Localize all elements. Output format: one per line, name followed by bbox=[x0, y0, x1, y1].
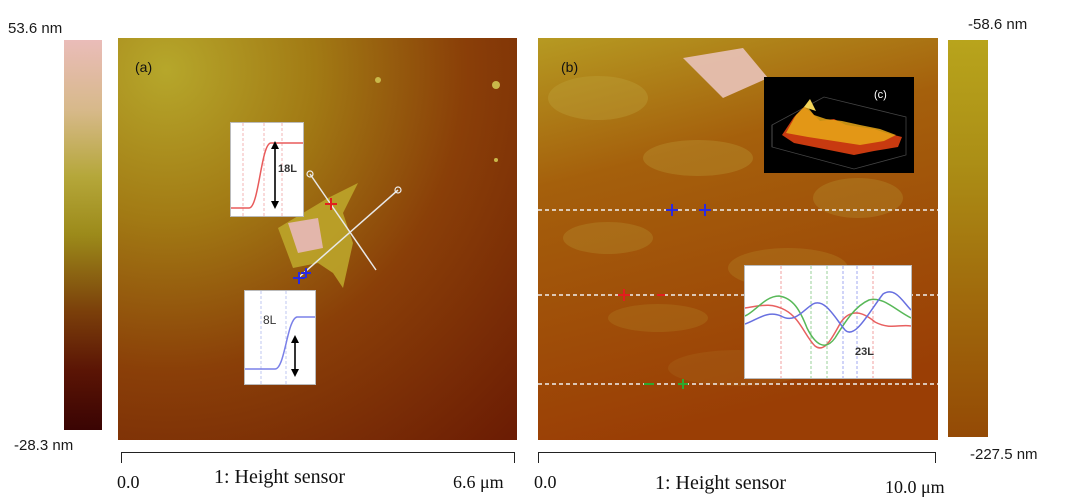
panel-b-profile-inset: 23L bbox=[744, 265, 912, 379]
right-colorbar bbox=[948, 40, 988, 437]
panel-a-tag: (a) bbox=[135, 59, 153, 75]
panel-b-profile-inset-label: 23L bbox=[855, 346, 874, 358]
panel-b-scale-bar bbox=[538, 452, 936, 463]
left-colorbar bbox=[64, 40, 102, 430]
panel-a-scale-bar bbox=[121, 452, 515, 463]
panel-c-3d-inset: (c) bbox=[764, 77, 914, 173]
right-colorbar-max-label: -58.6 nm bbox=[968, 16, 1028, 33]
panel-c-tag: (c) bbox=[874, 89, 887, 101]
panel-a-axis-title: 1: Height sensor bbox=[214, 466, 346, 488]
left-colorbar-min-label: -28.3 nm bbox=[14, 437, 74, 454]
right-colorbar-min-label: -227.5 nm bbox=[970, 446, 1038, 463]
panel-b-axis-start: 0.0 bbox=[534, 472, 557, 492]
panel-a-inset-top: 18L bbox=[230, 122, 304, 217]
panel-a-axis-start: 0.0 bbox=[117, 472, 140, 492]
panel-a-axis-end: 6.6 μm bbox=[453, 472, 504, 492]
panel-b-axis-end: 10.0 μm bbox=[885, 477, 945, 497]
panel-a-inset-bottom: 8L bbox=[244, 290, 316, 385]
panel-a-inset-top-label: 18L bbox=[278, 163, 297, 175]
panel-a-inset-bottom-label: 8L bbox=[263, 313, 277, 327]
panel-b-axis-title: 1: Height sensor bbox=[655, 472, 787, 494]
panel-b-tag: (b) bbox=[561, 59, 579, 75]
panel-a-afm-image: (a) bbox=[118, 38, 517, 440]
left-colorbar-max-label: 53.6 nm bbox=[8, 20, 63, 37]
